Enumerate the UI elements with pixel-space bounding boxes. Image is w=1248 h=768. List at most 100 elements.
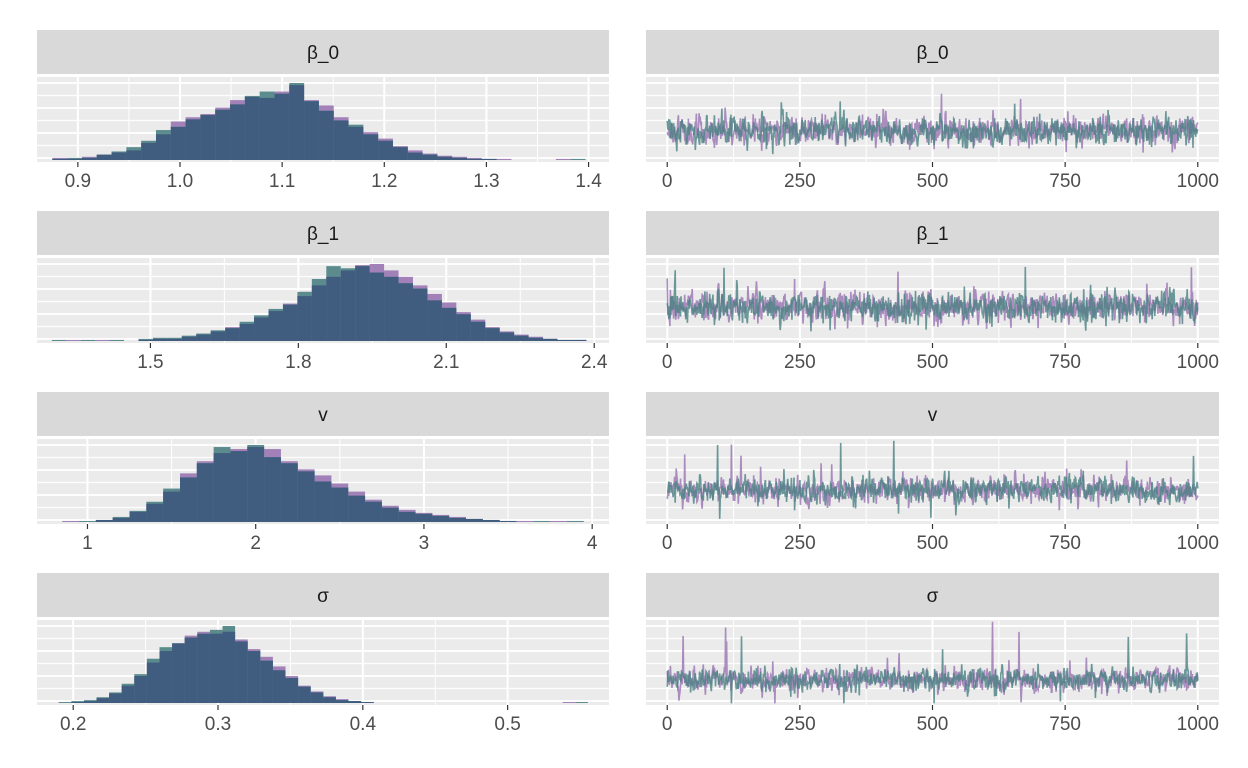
facet-label: β_0 — [307, 43, 339, 64]
histogram-overlap — [481, 158, 497, 160]
histogram-overlap — [197, 633, 210, 703]
histogram-overlap — [268, 311, 283, 341]
histogram-overlap — [432, 515, 450, 522]
tick-label: 0.2 — [60, 714, 86, 735]
trace-panel-2: β_1 0 250 500 750 1000 — [646, 211, 1219, 373]
histogram-overlap — [264, 457, 281, 522]
histogram-bar — [109, 339, 125, 341]
histogram-overlap — [369, 272, 385, 341]
facet-label: v — [928, 405, 938, 426]
facet-strip — [646, 30, 1219, 74]
histogram-bar — [562, 702, 576, 703]
histogram-overlap — [138, 339, 153, 341]
tick-label: 1000 — [1177, 714, 1219, 735]
histogram-overlap — [407, 152, 423, 160]
histogram-overlap — [222, 631, 236, 703]
tick-label: 250 — [784, 352, 816, 373]
histogram-overlap — [449, 517, 466, 522]
tick-label: 0 — [662, 352, 673, 373]
trace-panel-4: σ 0 250 500 750 1000 — [646, 573, 1219, 735]
histogram-overlap — [181, 336, 197, 341]
histogram-overlap — [437, 156, 453, 160]
tick-label: 1.5 — [137, 352, 163, 373]
tick-label: 500 — [917, 714, 949, 735]
histogram-overlap — [571, 339, 587, 341]
tick-label: 1 — [82, 533, 93, 554]
tick-label: 0.9 — [65, 171, 91, 192]
tick-label: 750 — [1049, 352, 1081, 373]
histogram-overlap — [52, 158, 68, 160]
histogram-overlap — [331, 487, 349, 522]
histogram-overlap — [412, 288, 428, 341]
histogram-overlap — [348, 495, 366, 522]
histogram-overlap — [71, 702, 84, 703]
histogram-overlap — [152, 338, 168, 341]
histogram-overlap — [112, 517, 130, 522]
histogram-overlap — [209, 633, 223, 703]
histogram-overlap — [318, 110, 334, 160]
histogram-overlap — [239, 323, 255, 341]
histogram-overlap — [282, 304, 298, 341]
histogram-overlap — [422, 154, 438, 160]
histogram-overlap — [180, 477, 197, 522]
histogram-overlap — [557, 339, 572, 341]
histogram-overlap — [200, 115, 216, 160]
histogram-overlap — [280, 463, 298, 522]
tick-label: 2.1 — [433, 352, 459, 373]
histogram-bar — [516, 520, 534, 522]
histogram-overlap — [244, 96, 260, 160]
histogram-overlap — [384, 276, 399, 341]
histogram-overlap — [126, 150, 142, 160]
tick-label: 1.1 — [269, 171, 295, 192]
histogram-overlap — [456, 314, 471, 341]
tick-label: 250 — [784, 714, 816, 735]
tick-label: 500 — [917, 352, 949, 373]
tick-label: 0 — [662, 714, 673, 735]
histogram-overlap — [247, 447, 265, 522]
histogram-bar — [58, 702, 72, 703]
histogram-overlap — [141, 142, 156, 160]
histogram-bar — [566, 520, 584, 522]
tick-label: 500 — [917, 171, 949, 192]
histogram-overlap — [170, 126, 186, 160]
histogram-overlap — [247, 651, 261, 703]
tick-label: 1.0 — [167, 171, 193, 192]
histogram-overlap — [365, 501, 382, 522]
histogram-overlap — [274, 93, 290, 160]
histogram-overlap — [415, 513, 433, 522]
facet-label: σ — [927, 586, 939, 607]
histogram-overlap — [298, 686, 311, 703]
histogram-overlap — [361, 702, 374, 703]
tick-label: 750 — [1049, 714, 1081, 735]
facet-strip — [37, 211, 609, 255]
trace-line-chain-2 — [666, 101, 1199, 155]
histogram-overlap — [159, 651, 173, 703]
histogram-bar — [533, 520, 551, 522]
histogram-overlap — [528, 337, 544, 341]
histogram-overlap — [215, 109, 231, 160]
histogram-overlap — [235, 641, 248, 703]
facet-strip — [37, 573, 609, 617]
tick-label: 1000 — [1177, 533, 1219, 554]
histogram-overlap — [467, 158, 482, 160]
tick-label: 250 — [784, 533, 816, 554]
trace-line-chain-2 — [666, 633, 1199, 704]
histogram-overlap — [355, 266, 370, 341]
histogram-bar — [496, 158, 512, 160]
tick-label: 4 — [587, 533, 598, 554]
facet-label: v — [318, 405, 328, 426]
histogram-overlap — [81, 157, 97, 160]
density-panel-2: β_1 1.5 1.8 2.1 2.4 — [37, 211, 609, 373]
histogram-overlap — [96, 154, 112, 160]
histogram-overlap — [163, 491, 180, 522]
histogram-overlap — [289, 85, 305, 160]
histogram-overlap — [348, 701, 362, 703]
density-panel-3: v 1 2 3 4 — [37, 392, 609, 554]
facet-label: β_0 — [916, 43, 948, 64]
facet-strip — [37, 30, 609, 74]
histogram-overlap — [314, 481, 332, 522]
histogram-overlap — [398, 511, 416, 522]
histogram-bar — [66, 339, 81, 341]
tick-label: 0.3 — [205, 714, 231, 735]
histogram-overlap — [111, 152, 127, 160]
